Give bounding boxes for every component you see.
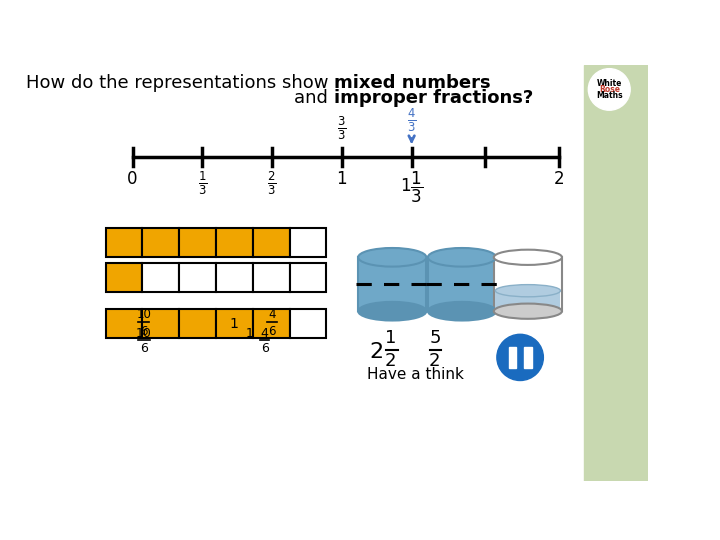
Bar (289, 262, 326, 292)
Text: Rose: Rose (599, 85, 620, 94)
Ellipse shape (358, 302, 426, 321)
Bar (253, 228, 289, 257)
Bar (106, 262, 143, 292)
Bar (428, 257, 496, 311)
Bar (289, 309, 326, 338)
Bar (179, 309, 216, 338)
Bar (585, 65, 648, 481)
Bar (216, 262, 253, 292)
Bar (179, 262, 216, 292)
Circle shape (588, 69, 630, 110)
Text: 10: 10 (136, 327, 152, 340)
Bar (253, 309, 289, 338)
Text: Maths: Maths (596, 91, 623, 100)
Bar (106, 228, 143, 257)
Text: 0: 0 (127, 170, 138, 187)
Text: $\frac{3}{3}$: $\frac{3}{3}$ (337, 114, 346, 142)
Text: 2: 2 (369, 342, 384, 362)
Text: 2: 2 (554, 170, 564, 187)
Ellipse shape (494, 303, 562, 319)
Text: and: and (294, 89, 334, 107)
Bar (289, 228, 326, 257)
Text: 4: 4 (261, 327, 269, 340)
Bar (216, 228, 253, 257)
Text: improper fractions?: improper fractions? (334, 89, 534, 107)
Text: 6: 6 (261, 342, 269, 355)
Ellipse shape (494, 249, 562, 265)
Text: 5: 5 (429, 329, 441, 347)
Text: $1\dfrac{1}{3}$: $1\dfrac{1}{3}$ (400, 170, 423, 205)
Ellipse shape (428, 302, 496, 321)
Text: 1: 1 (385, 329, 397, 347)
Text: 2: 2 (385, 352, 397, 370)
Bar (143, 228, 179, 257)
Text: 1: 1 (246, 327, 253, 340)
Text: mixed numbers: mixed numbers (334, 75, 491, 92)
Ellipse shape (428, 248, 496, 267)
Text: White: White (597, 79, 622, 88)
Bar (494, 257, 562, 311)
Text: $\frac{2}{3}$: $\frac{2}{3}$ (267, 170, 276, 197)
Bar (143, 262, 179, 292)
Text: 1: 1 (230, 316, 239, 330)
Bar (495, 290, 560, 310)
Text: 6: 6 (268, 325, 276, 338)
Text: How do the representations show: How do the representations show (26, 75, 334, 92)
Text: 10: 10 (136, 308, 151, 321)
Bar (253, 262, 289, 292)
Circle shape (497, 334, 544, 381)
Text: $\frac{4}{3}$: $\frac{4}{3}$ (407, 107, 416, 134)
Text: Have a think: Have a think (367, 367, 464, 382)
Text: 2: 2 (429, 352, 441, 370)
Text: 6: 6 (140, 325, 148, 338)
Text: 1: 1 (336, 170, 347, 187)
Bar (358, 257, 426, 311)
Bar (524, 347, 532, 368)
Bar (216, 309, 253, 338)
Bar (179, 228, 216, 257)
Text: 6: 6 (140, 342, 148, 355)
Bar (143, 309, 179, 338)
Ellipse shape (358, 248, 426, 267)
Bar (106, 309, 143, 338)
Ellipse shape (495, 285, 560, 297)
Text: $\frac{1}{3}$: $\frac{1}{3}$ (198, 170, 207, 197)
Bar (508, 347, 516, 368)
Text: 4: 4 (268, 308, 276, 321)
